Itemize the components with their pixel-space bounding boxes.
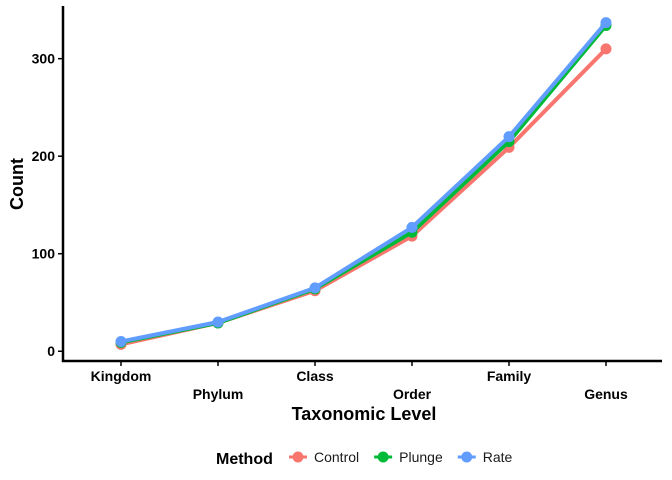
legend: Method Control Plunge Rate bbox=[216, 449, 513, 468]
data-point-rate bbox=[212, 316, 224, 328]
legend-key-point-plunge bbox=[377, 451, 389, 463]
y-tick-label: 300 bbox=[32, 51, 56, 67]
data-point-rate bbox=[503, 131, 515, 143]
y-axis-ticks: 0 100 200 300 bbox=[32, 51, 63, 359]
y-tick-label: 0 bbox=[47, 343, 55, 359]
x-axis-title: Taxonomic Level bbox=[292, 404, 437, 424]
x-tick-label: Order bbox=[393, 386, 432, 402]
series-line-rate bbox=[119, 20, 608, 344]
x-tick-label: Phylum bbox=[193, 386, 244, 402]
legend-key-point-rate bbox=[461, 451, 473, 463]
legend-title: Method bbox=[216, 451, 273, 468]
legend-key-point-control bbox=[292, 451, 304, 463]
y-tick-label: 100 bbox=[32, 246, 56, 262]
x-tick-label: Family bbox=[487, 368, 532, 384]
series-line-control bbox=[119, 46, 608, 347]
y-axis-title: Count bbox=[7, 158, 27, 210]
legend-items: Control Plunge Rate bbox=[289, 449, 513, 465]
legend-label-plunge: Plunge bbox=[399, 449, 443, 465]
data-point-rate bbox=[309, 282, 321, 294]
series-line-plunge bbox=[119, 23, 608, 345]
y-tick-label: 200 bbox=[32, 148, 56, 164]
chart-marks bbox=[115, 17, 612, 350]
x-axis-ticks: Kingdom Phylum Class Order Family Genus bbox=[91, 361, 628, 402]
x-tick-label: Kingdom bbox=[91, 368, 152, 384]
legend-label-rate: Rate bbox=[483, 449, 513, 465]
data-point-rate bbox=[600, 17, 612, 29]
data-point-control bbox=[600, 43, 612, 55]
data-point-rate bbox=[406, 221, 418, 233]
legend-label-control: Control bbox=[314, 449, 359, 465]
data-point-rate bbox=[115, 335, 127, 347]
x-tick-label: Genus bbox=[584, 386, 628, 402]
x-tick-label: Class bbox=[296, 368, 334, 384]
